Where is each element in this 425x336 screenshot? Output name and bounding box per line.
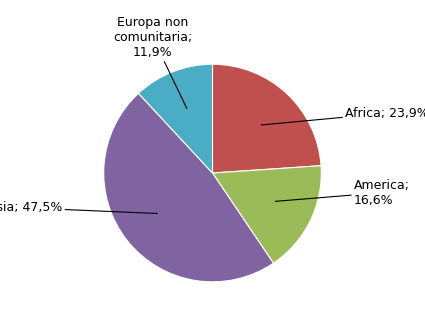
Wedge shape	[139, 64, 212, 173]
Text: Africa; 23,9%: Africa; 23,9%	[261, 107, 425, 125]
Text: Asia; 47,5%: Asia; 47,5%	[0, 201, 157, 214]
Wedge shape	[212, 166, 321, 263]
Wedge shape	[104, 93, 273, 282]
Text: Europa non
comunitaria;
11,9%: Europa non comunitaria; 11,9%	[113, 16, 192, 109]
Wedge shape	[212, 64, 321, 173]
Text: America;
16,6%: America; 16,6%	[275, 179, 410, 207]
